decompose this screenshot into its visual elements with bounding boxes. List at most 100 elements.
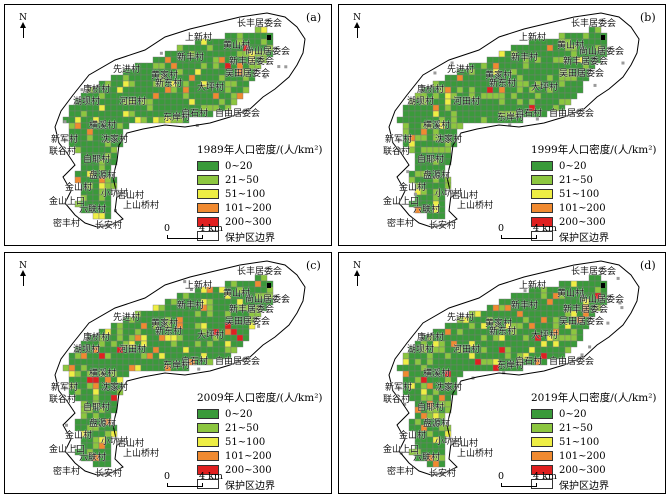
grid-cell	[188, 74, 196, 82]
grid-cell	[182, 44, 190, 52]
fringe-cell	[273, 298, 277, 302]
village-label: 新东村	[155, 327, 183, 337]
legend-item: 0~20	[531, 159, 657, 173]
grid-cell	[224, 80, 232, 88]
grid-cell	[522, 346, 530, 354]
grid-cell	[146, 352, 154, 360]
village-label: 新军村	[385, 135, 413, 145]
grid-cell	[92, 194, 100, 202]
village-label: 新军村	[385, 383, 413, 393]
grid-cell	[540, 68, 548, 76]
legend-label: 101~200	[559, 450, 606, 462]
grid-cell	[254, 62, 262, 70]
grid-cell	[164, 298, 172, 306]
village-label: 东岸村	[497, 113, 525, 123]
grid-cell	[498, 310, 506, 318]
grid-cell	[254, 286, 262, 294]
village-label: 新丰居委会	[563, 57, 609, 67]
grid-cell	[116, 122, 124, 130]
grid-cell	[474, 358, 482, 366]
grid-cell	[140, 62, 148, 70]
grid-cell	[444, 152, 452, 160]
grid-cell	[200, 74, 208, 82]
grid-cell	[462, 322, 470, 330]
grid-cell	[480, 340, 488, 348]
grid-cell	[206, 310, 214, 318]
grid-cell	[224, 104, 232, 112]
village-label: 联谷村	[383, 395, 411, 405]
grid-cell	[116, 86, 124, 94]
grid-cell	[188, 98, 196, 106]
village-label: 新丰居委会	[229, 305, 275, 315]
grid-cell	[408, 170, 416, 178]
grid-cell	[182, 322, 190, 330]
grid-cell	[182, 316, 190, 324]
grid-cell	[200, 322, 208, 330]
panel-tag: (c)	[306, 259, 321, 272]
grid-cell	[254, 32, 262, 40]
north-arrow: N	[351, 13, 363, 38]
grid-cell	[480, 358, 488, 366]
grid-cell	[474, 110, 482, 118]
grid-cell	[212, 310, 220, 318]
grid-cell	[98, 358, 106, 366]
village-label: 河田村	[453, 97, 481, 107]
grid-cell	[158, 352, 166, 360]
grid-cell	[146, 340, 154, 348]
grid-cell	[116, 358, 124, 366]
grid-cell	[164, 56, 172, 64]
village-label: 大坪村	[531, 83, 559, 93]
village-label: 联谷村	[383, 147, 411, 157]
grid-cell	[146, 92, 154, 100]
legend-swatch	[197, 217, 219, 227]
grid-cell	[122, 116, 130, 124]
legend-item: 200~300	[531, 215, 657, 229]
grid-cell	[206, 92, 214, 100]
water-feature	[601, 283, 605, 288]
legend-swatch	[197, 465, 219, 475]
reserve-boundary	[54, 260, 306, 476]
grid-cell	[68, 358, 76, 366]
grid-cell	[498, 346, 506, 354]
legend-swatch	[531, 465, 553, 475]
grid-cell	[528, 62, 536, 70]
grid-cell	[212, 74, 220, 82]
grid-cell	[426, 182, 434, 190]
grid-cell	[408, 370, 416, 378]
village-label: 新丰村	[511, 301, 539, 311]
grid-cell	[68, 122, 76, 130]
legend-label: 200~300	[559, 216, 606, 228]
grid-cell	[570, 80, 578, 88]
grid-cell	[116, 80, 124, 88]
grid-cell	[444, 394, 452, 402]
village-label: 长丰居委会	[237, 267, 283, 277]
grid-cell	[260, 304, 268, 312]
grid-cell	[546, 38, 554, 46]
grid-cell	[242, 80, 250, 88]
grid-cell	[444, 92, 452, 100]
grid-cell	[420, 110, 428, 118]
grid-cell	[212, 98, 220, 106]
grid-cell	[492, 340, 500, 348]
north-arrow-icon	[19, 22, 26, 38]
legend-item: 51~100	[531, 435, 657, 449]
grid-cell	[116, 370, 124, 378]
grid-cell	[498, 352, 506, 360]
village-label: 金山村	[65, 431, 93, 441]
village-label: 沈家村	[101, 383, 129, 393]
grid-cell	[110, 146, 118, 154]
grid-cell	[540, 310, 548, 318]
legend-label: 101~200	[559, 202, 606, 214]
north-arrow-icon	[353, 270, 360, 286]
grid-cell	[128, 86, 136, 94]
map-area	[388, 12, 640, 228]
grid-cell	[528, 92, 536, 100]
grid-cell	[140, 328, 148, 336]
grid-cell	[414, 116, 422, 124]
grid-cell	[224, 98, 232, 106]
grid-cell	[462, 110, 470, 118]
legend-item: 21~50	[531, 173, 657, 187]
grid-cell	[80, 170, 88, 178]
grid-cell	[182, 92, 190, 100]
grid-cell	[570, 334, 578, 342]
